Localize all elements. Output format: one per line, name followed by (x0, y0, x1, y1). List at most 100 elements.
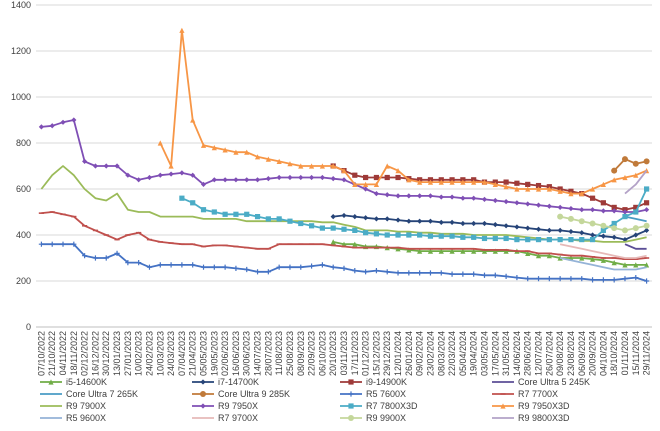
data-point (200, 264, 207, 270)
legend-marker (348, 379, 354, 385)
x-tick-label: 13/01/2023 (112, 331, 122, 376)
data-point (287, 161, 293, 167)
data-point (406, 218, 412, 224)
data-point (557, 188, 563, 194)
data-point (417, 179, 423, 185)
data-point (244, 149, 250, 155)
data-point (535, 253, 542, 259)
legend-item: R9 7900X (40, 401, 106, 411)
x-tick-label: 04/11/2022 (58, 331, 68, 375)
data-point (308, 263, 315, 269)
data-point (633, 262, 639, 268)
data-point (492, 222, 498, 228)
data-point (535, 182, 542, 189)
legend-marker (348, 403, 354, 409)
data-point (157, 140, 163, 146)
series-line-core-ultra-7-265k (624, 215, 647, 223)
data-point (460, 220, 466, 227)
series-r9-9800x3d (624, 170, 648, 195)
data-point (373, 181, 380, 187)
y-tick-label: 1400 (11, 0, 31, 10)
data-point (352, 181, 358, 187)
data-point (265, 216, 271, 222)
data-point (567, 215, 574, 222)
data-point (600, 257, 606, 263)
data-point (600, 200, 606, 206)
x-tick-label: 31/05/2024 (501, 331, 511, 376)
data-point (157, 172, 163, 178)
legend-marker (200, 391, 206, 397)
data-point (427, 233, 434, 239)
data-point (622, 262, 628, 268)
data-point (611, 208, 617, 214)
series-r7-7800x3d (179, 186, 650, 243)
y-tick-label: 800 (16, 138, 31, 148)
data-point (643, 262, 650, 268)
data-point (363, 215, 369, 221)
data-point (330, 176, 336, 182)
data-point (633, 204, 639, 210)
x-tick-label: 28/07/2023 (263, 331, 273, 376)
data-point (632, 160, 639, 167)
data-point (319, 225, 325, 231)
series-line-core-ultra-5-245k (624, 243, 647, 250)
x-tick-label: 01/11/2024 (620, 331, 630, 375)
x-tick-label: 24/03/2023 (166, 331, 176, 376)
data-point (460, 195, 466, 201)
data-point (395, 232, 401, 238)
data-point (471, 234, 477, 240)
data-point (341, 212, 347, 219)
data-point (611, 167, 618, 174)
legend-label: R7 9700X (218, 413, 258, 423)
data-point (449, 248, 455, 254)
data-point (211, 177, 217, 183)
data-point (525, 181, 531, 187)
data-point (427, 270, 434, 276)
series-r9-7950x3d (157, 27, 650, 197)
data-point (406, 193, 412, 199)
x-tick-label: 30/06/2023 (242, 331, 252, 376)
data-point (136, 260, 142, 266)
data-point (319, 262, 325, 268)
data-point (330, 163, 336, 169)
x-tick-label: 17/11/2023 (350, 331, 360, 375)
x-tick-label: 29/12/2023 (382, 331, 392, 376)
data-point (525, 276, 531, 282)
x-tick-label: 08/03/2024 (436, 331, 446, 376)
data-point (503, 179, 509, 185)
series-core-ultra-7-265k (624, 215, 647, 223)
legend-item: Core Ultra 7 265K (40, 389, 138, 399)
data-point (168, 171, 174, 177)
data-point (579, 276, 585, 282)
data-point (82, 253, 88, 259)
legend-label: R9 9800X3D (518, 413, 570, 423)
data-point (200, 181, 207, 187)
data-point (600, 222, 607, 229)
data-point (438, 219, 444, 225)
legend-marker (200, 379, 206, 385)
data-point (514, 224, 520, 230)
data-point (427, 193, 434, 199)
data-point (611, 177, 617, 183)
legend-marker (348, 391, 354, 397)
data-point (330, 225, 336, 231)
data-point (557, 204, 563, 210)
x-tick-label: 12/07/2024 (534, 331, 544, 376)
data-point (222, 177, 228, 183)
data-point (514, 200, 520, 206)
x-tick-label: 10/03/2023 (155, 331, 165, 376)
data-point (600, 277, 606, 283)
data-point (438, 233, 444, 239)
data-point (395, 270, 401, 276)
data-point (589, 207, 596, 213)
series-r7-7700x (38, 211, 650, 260)
series-i7-14700k (330, 212, 650, 243)
x-tick-label: 22/09/2023 (307, 331, 317, 376)
series-r9-9900x (557, 213, 650, 234)
y-tick-label: 600 (16, 184, 31, 194)
data-point (406, 232, 412, 238)
data-point (308, 163, 315, 169)
data-point (308, 174, 315, 181)
